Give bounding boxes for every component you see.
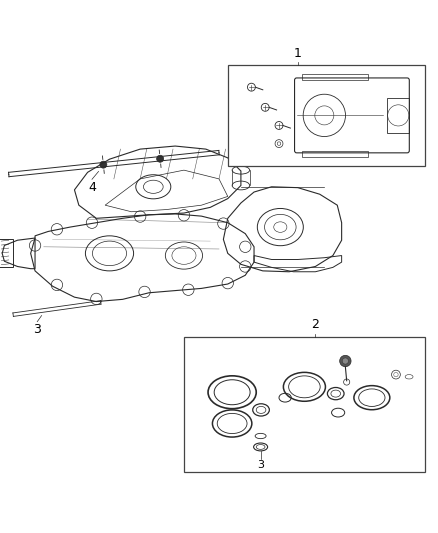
Circle shape: [157, 155, 164, 162]
Text: 4: 4: [88, 181, 96, 194]
Bar: [228, 65, 425, 166]
Text: 3: 3: [257, 460, 264, 470]
Circle shape: [343, 358, 349, 364]
Circle shape: [340, 356, 351, 367]
Circle shape: [100, 161, 107, 168]
Text: 3: 3: [33, 324, 41, 336]
Bar: [184, 336, 425, 472]
Bar: [387, 98, 410, 133]
Bar: [302, 74, 368, 80]
Bar: [302, 151, 368, 157]
Text: 2: 2: [311, 318, 319, 332]
Bar: [0, 239, 13, 266]
Text: 1: 1: [294, 47, 302, 60]
